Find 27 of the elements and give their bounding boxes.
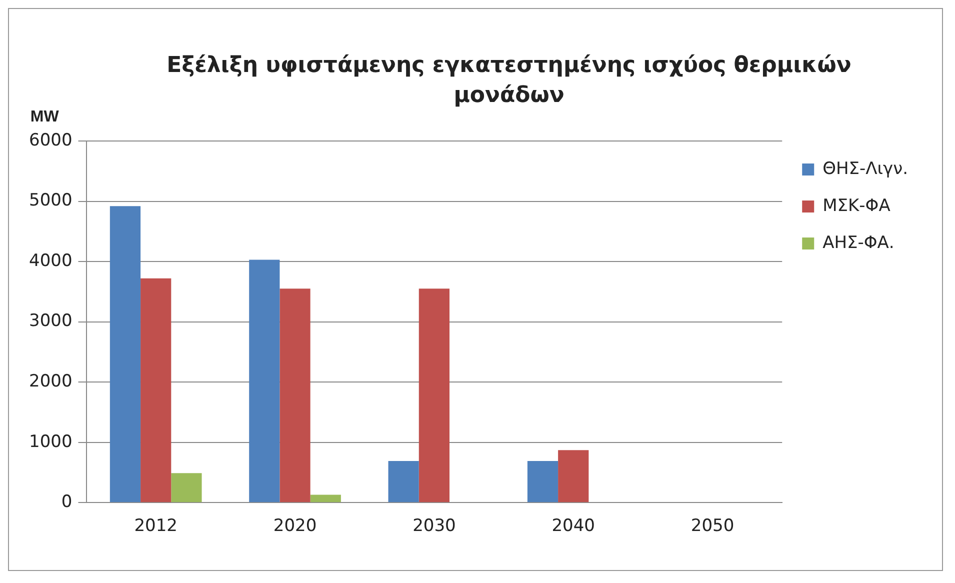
y-axis-title: MW [30, 108, 60, 126]
bar [280, 288, 310, 502]
y-tick-label: 5000 [29, 190, 72, 211]
y-tick-label: 0 [61, 492, 72, 512]
legend-label: ΜΣΚ-ΦΑ [822, 196, 891, 216]
y-tick-label: 6000 [29, 130, 72, 150]
legend-label: ΘΗΣ-Λιγν. [822, 158, 908, 179]
x-tick-label: 2040 [552, 516, 595, 536]
bar [110, 206, 141, 502]
bar [418, 288, 450, 502]
x-tick-label: 2012 [134, 516, 178, 536]
legend-label: ΑΗΣ-ΦΑ. [822, 232, 894, 253]
x-tick-label: 2030 [412, 516, 456, 536]
bar [310, 494, 341, 502]
bar [171, 473, 202, 502]
bar [527, 461, 558, 502]
x-tick-label: 2020 [273, 516, 317, 536]
y-tick-label: 3000 [29, 311, 72, 332]
bar [140, 278, 172, 502]
bar [558, 450, 589, 502]
bar [388, 461, 419, 502]
bar [249, 260, 280, 502]
chart-title: Εξέλιξη υφιστάμενης εγκατεστημένης ισχύος θερμικών μονάδων [166, 52, 852, 110]
y-tick-label: 2000 [29, 371, 72, 392]
y-tick-label: 4000 [29, 250, 72, 271]
y-tick-label: 1000 [29, 432, 72, 452]
x-tick-label: 2050 [690, 516, 734, 536]
